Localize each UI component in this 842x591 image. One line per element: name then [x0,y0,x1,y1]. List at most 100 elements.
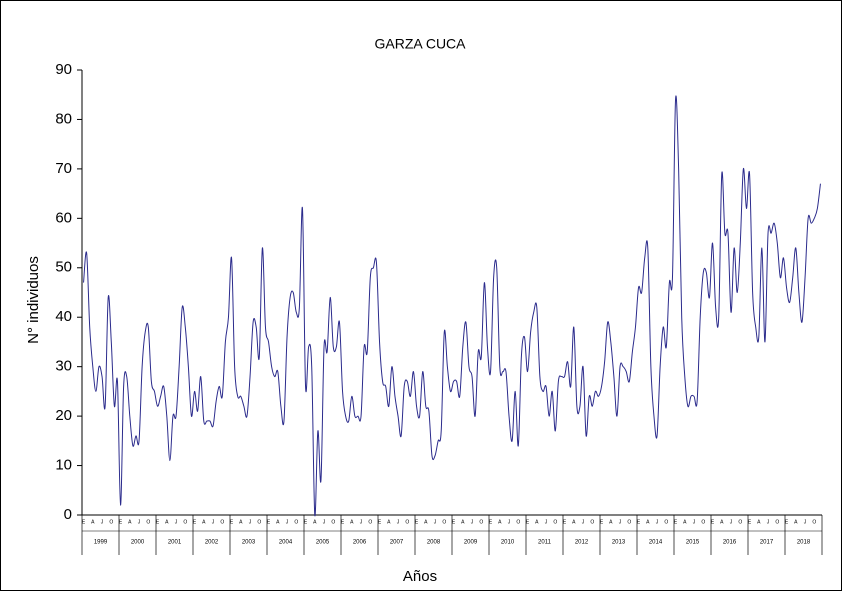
month-label: E [711,519,715,525]
y-tick-label: 60 [55,209,72,226]
month-label: E [748,519,752,525]
month-label: A [276,519,280,525]
month-label: A [128,519,132,525]
month-label: O [516,519,520,525]
month-label: O [590,519,594,525]
month-label: J [175,519,178,525]
month-label: E [267,519,271,525]
month-label: J [360,519,363,525]
month-label: O [405,519,409,525]
year-label: 2014 [649,540,663,546]
month-label: O [331,519,335,525]
year-label: 1999 [94,540,108,546]
month-label: O [442,519,446,525]
month-label: E [637,519,641,525]
y-tick-label: 90 [55,61,72,78]
y-axis-label: N° individuos [25,256,42,344]
year-label: 2000 [131,540,145,546]
month-label: A [91,519,95,525]
month-label: A [683,519,687,525]
month-label: A [202,519,206,525]
month-label: J [138,519,141,525]
month-label: J [212,519,215,525]
month-label: A [424,519,428,525]
data-line [83,95,821,517]
year-label: 2017 [760,540,774,546]
month-label: J [693,519,696,525]
month-label: A [535,519,539,525]
month-label: O [812,519,816,525]
y-tick-label: 30 [55,358,72,375]
year-label: 2013 [612,540,626,546]
year-label: 2004 [279,540,293,546]
year-label: 2016 [723,540,737,546]
year-label: 2009 [464,540,478,546]
chart-title: GARZA CUCA [374,36,466,52]
y-tick-label: 20 [55,407,72,424]
month-label: E [119,519,123,525]
month-label: A [313,519,317,525]
month-label: E [785,519,789,525]
month-label: J [286,519,289,525]
year-label: 2011 [538,540,552,546]
month-label: J [397,519,400,525]
month-label: A [609,519,613,525]
month-label: O [146,519,150,525]
month-label: E [82,519,86,525]
month-label: E [674,519,678,525]
month-label: J [804,519,807,525]
month-label: J [656,519,659,525]
month-label: O [553,519,557,525]
month-label: A [498,519,502,525]
month-label: J [767,519,770,525]
year-label: 2006 [353,540,367,546]
month-label: O [257,519,261,525]
month-label: J [434,519,437,525]
month-label: O [183,519,187,525]
month-label: E [563,519,567,525]
month-label: O [220,519,224,525]
month-label: J [323,519,326,525]
year-label: 2010 [501,540,515,546]
y-tick-label: 40 [55,308,72,325]
month-label: A [572,519,576,525]
month-label: A [165,519,169,525]
month-label: O [664,519,668,525]
month-label: O [479,519,483,525]
y-tick-label: 50 [55,259,72,276]
month-label: O [738,519,742,525]
month-label: O [109,519,113,525]
x-axis-label: Años [403,568,437,585]
month-label: E [415,519,419,525]
year-label: 2007 [390,540,404,546]
month-label: E [600,519,604,525]
month-label: O [701,519,705,525]
month-label: O [775,519,779,525]
y-tick-label: 10 [55,457,72,474]
y-tick-label: 80 [55,110,72,127]
month-label: J [582,519,585,525]
month-label: A [387,519,391,525]
month-label: O [627,519,631,525]
month-label: A [461,519,465,525]
year-label: 2008 [427,540,441,546]
year-label: 2018 [797,540,811,546]
month-label: J [249,519,252,525]
month-label: E [378,519,382,525]
month-label: E [489,519,493,525]
year-label: 2003 [242,540,256,546]
month-label: E [193,519,197,525]
month-label: J [619,519,622,525]
month-label: E [526,519,530,525]
month-label: A [239,519,243,525]
year-label: 2005 [316,540,330,546]
year-label: 2012 [575,540,589,546]
month-label: J [508,519,511,525]
month-label: E [452,519,456,525]
month-label: A [757,519,761,525]
month-label: E [304,519,308,525]
year-label: 2002 [205,540,219,546]
y-tick-label: 0 [64,506,72,523]
year-label: 2015 [686,540,700,546]
